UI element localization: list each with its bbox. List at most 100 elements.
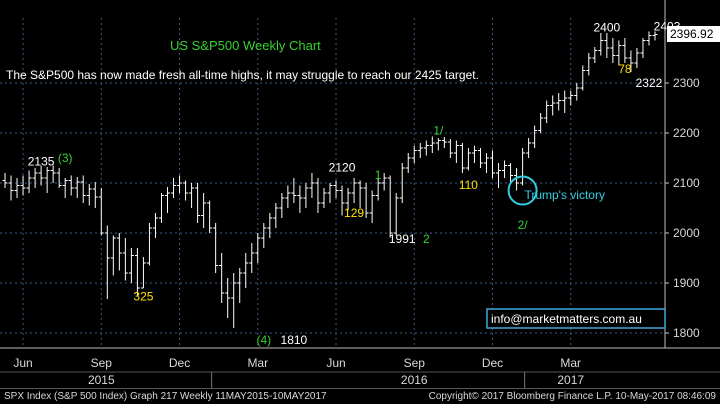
annotation-label: 1991 — [389, 232, 416, 246]
ohlc-bar — [8, 175, 14, 201]
ohlc-bar — [225, 278, 231, 318]
y-tick-label: 1800 — [673, 326, 700, 340]
ohlc-bar — [441, 137, 447, 148]
ohlc-bar — [279, 193, 285, 218]
ohlc-bar — [297, 185, 303, 213]
annotation-label: 129 — [344, 206, 364, 220]
ohlc-bar — [104, 225, 110, 299]
ohlc-bar — [183, 180, 189, 201]
month-label: Mar — [560, 356, 581, 370]
annotation-label: 1/ — [433, 124, 444, 138]
ohlc-bar — [375, 178, 381, 201]
annotation-label: 2322 — [636, 76, 663, 90]
ohlc-bar — [646, 31, 652, 46]
ohlc-bar — [453, 140, 459, 163]
ohlc-bar — [32, 168, 38, 188]
ohlc-bar — [38, 165, 44, 186]
ohlc-bar — [429, 136, 435, 153]
ohlc-bar — [435, 138, 441, 151]
ohlc-bar — [134, 248, 140, 296]
ohlc-bar — [315, 178, 321, 213]
ohlc-bar — [459, 143, 465, 173]
annotation-label: 2120 — [329, 161, 356, 175]
ohlc-bar — [255, 233, 261, 263]
ohlc-bar — [20, 175, 26, 196]
ohlc-bar — [387, 175, 393, 238]
ohlc-bar — [586, 53, 592, 76]
annotation-label: 110 — [459, 178, 478, 192]
ohlc-bar — [538, 113, 544, 133]
annotation-label: 2135 — [28, 155, 55, 169]
ohlc-bar — [249, 243, 255, 273]
ohlc-bar — [14, 178, 20, 198]
ohlc-bar — [219, 253, 225, 303]
month-label: Jun — [13, 356, 32, 370]
last-price-tag: 2396.92 — [667, 26, 720, 42]
ohlc-bar — [291, 178, 297, 203]
ohlc-bar — [273, 203, 279, 228]
ohlc-bar — [345, 188, 351, 211]
year-label: 2015 — [88, 373, 115, 387]
footer-bar: SPX Index (S&P 500 Index) Graph 217 Week… — [0, 388, 720, 404]
ohlc-bar — [640, 38, 646, 58]
ohlc-bar — [604, 33, 610, 58]
ohlc-bar — [86, 184, 92, 206]
footer-right: Copyright© 2017 Bloomberg Finance L.P. 1… — [428, 391, 716, 402]
highlight-circle — [507, 175, 538, 206]
ohlc-bar — [496, 163, 502, 188]
ohlc-bar — [381, 173, 387, 191]
ohlc-bar — [562, 90, 568, 113]
chart-subtitle: The S&P500 has now made fresh all-time h… — [6, 68, 479, 82]
ohlc-bar — [213, 223, 219, 273]
ohlc-bar — [477, 148, 483, 168]
ohlc-bar — [285, 185, 291, 208]
ohlc-bar — [610, 38, 616, 63]
ohlc-bar — [652, 31, 658, 41]
ohlc-bar — [544, 100, 550, 123]
annotation-label: 2 — [423, 232, 430, 246]
ohlc-bar — [146, 223, 152, 266]
ohlc-bar — [363, 183, 369, 218]
ohlc-bar — [556, 93, 562, 111]
ohlc-bar — [80, 175, 86, 203]
contact-box — [486, 308, 666, 329]
ohlc-bar — [634, 48, 640, 68]
annotation-label: (3) — [58, 151, 73, 165]
ohlc-bar — [177, 175, 183, 193]
annotation-label: 2400 — [594, 21, 621, 35]
ohlc-bar — [201, 193, 207, 228]
year-label: 2017 — [557, 373, 584, 387]
ohlc-bar — [122, 238, 128, 281]
annotation-label: 1 — [375, 168, 382, 182]
ohlc-bar — [171, 178, 177, 198]
ohlc-bar — [508, 163, 514, 183]
ohlc-bar — [417, 143, 423, 158]
month-label: Dec — [482, 356, 503, 370]
ohlc-bar — [26, 170, 32, 193]
y-tick-label: 1900 — [673, 276, 700, 290]
year-label: 2016 — [401, 373, 428, 387]
ohlc-bar — [68, 175, 74, 196]
contact-email: info@marketmatters.com.au — [491, 312, 642, 326]
ohlc-bar — [405, 153, 411, 173]
ohlc-bar — [207, 200, 213, 233]
ohlc-bar — [465, 148, 471, 171]
ohlc-bar — [592, 47, 598, 63]
y-tick-label: 2300 — [673, 76, 700, 90]
ohlc-bar — [56, 168, 62, 188]
ohlc-bar — [369, 190, 375, 223]
ohlc-bar — [351, 178, 357, 203]
month-label: Mar — [247, 356, 268, 370]
ohlc-bar — [243, 253, 249, 288]
ohlc-bar — [447, 139, 453, 158]
ohlc-bar — [92, 182, 98, 208]
annotation-label: 78 — [618, 62, 632, 76]
y-tick-label: 2000 — [673, 226, 700, 240]
annotation-label: Trump's victory — [524, 188, 605, 202]
ohlc-bar — [321, 188, 327, 208]
annotation-label: 325 — [133, 290, 153, 304]
ohlc-bar — [514, 168, 520, 191]
ohlc-bar — [116, 233, 122, 271]
ohlc-bar — [483, 153, 489, 173]
